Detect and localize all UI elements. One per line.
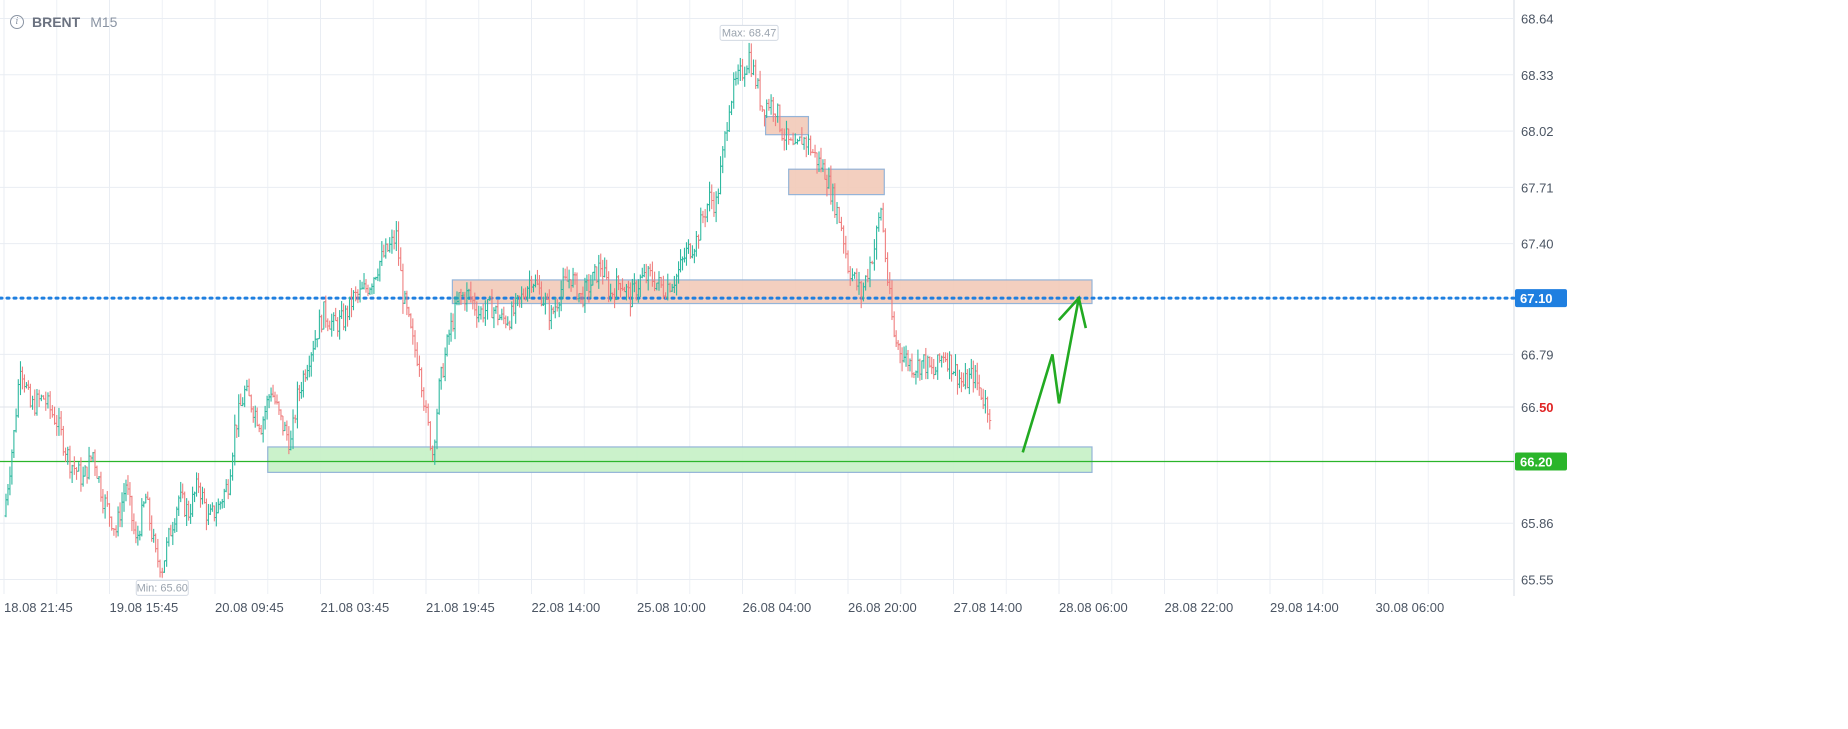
x-tick-label: 21.08 03:45 [321, 600, 390, 615]
y-tick-label: 66.79 [1521, 347, 1554, 362]
level-price-badge [1515, 289, 1567, 308]
projection-arrow-path [1021, 297, 1081, 453]
x-axis: 18.08 21:45 19.08 15:45 20.08 09:45 21.08 0… [4, 600, 1444, 615]
extreme-tag [719, 24, 779, 41]
projection-arrow [1021, 295, 1088, 453]
x-tick-label: 26.08 04:00 [743, 600, 812, 615]
symbol-label: BRENT [32, 14, 81, 30]
x-tick-label: 28.08 06:00 [1059, 600, 1128, 615]
x-tick-label: 30.08 06:00 [1376, 600, 1445, 615]
info-icon[interactable]: i [10, 15, 24, 29]
x-tick-label: 25.08 10:00 [637, 600, 706, 615]
resistance-zone [788, 168, 885, 196]
x-tick-label: 22.08 14:00 [532, 600, 601, 615]
x-tick-label: 21.08 19:45 [426, 600, 495, 615]
extreme-annotations: Max: 68.47 Min: 65.60 [135, 24, 779, 596]
current-price-label: 66.50 [1521, 400, 1554, 415]
x-tick-label: 28.08 22:00 [1165, 600, 1234, 615]
y-tick-label: 65.86 [1521, 516, 1554, 531]
y-tick-label: 68.02 [1521, 124, 1554, 139]
x-tick-label: 18.08 21:45 [4, 600, 73, 615]
level-price-badge [1515, 452, 1567, 471]
y-tick-label: 68.33 [1521, 68, 1554, 83]
y-tick-label: 67.71 [1521, 180, 1554, 195]
min-label: Min: 65.60 [137, 582, 188, 594]
x-tick-label: 27.08 14:00 [954, 600, 1023, 615]
resistance-zone [451, 279, 1093, 305]
extreme-tag [135, 579, 189, 596]
y-tick-label: 65.55 [1521, 572, 1554, 587]
price-series [4, 42, 992, 578]
chart-header: i BRENT M15 [10, 14, 117, 30]
x-tick-label: 19.08 15:45 [110, 600, 179, 615]
level-price-label: 67.10 [1520, 291, 1553, 306]
x-tick-label: 20.08 09:45 [215, 600, 284, 615]
level-price-label: 66.20 [1520, 454, 1553, 469]
y-tick-label: 68.64 [1521, 12, 1554, 27]
projection-arrow-head [1057, 295, 1088, 329]
timeframe-label[interactable]: M15 [90, 14, 118, 30]
y-axis: 68.64 68.33 68.02 67.71 67.40 66.79 65.86 65.55… [1521, 12, 1554, 588]
price-zones [267, 115, 1093, 473]
y-tick-label: 67.40 [1521, 237, 1554, 252]
x-tick-label: 29.08 14:00 [1270, 600, 1339, 615]
max-label: Max: 68.47 [722, 27, 776, 39]
price-levels: 67.10 66.20 [0, 289, 1567, 471]
support-zone [267, 446, 1093, 473]
x-tick-label: 26.08 20:00 [848, 600, 917, 615]
